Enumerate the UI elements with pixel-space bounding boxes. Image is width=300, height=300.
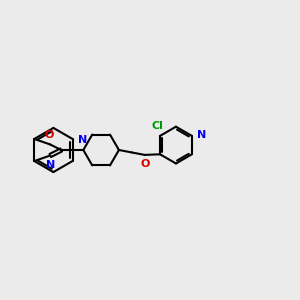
Text: O: O [140,159,150,169]
Text: N: N [46,160,56,170]
Text: N: N [197,130,206,140]
Text: Cl: Cl [151,121,163,131]
Text: O: O [44,130,54,140]
Text: N: N [78,135,87,145]
